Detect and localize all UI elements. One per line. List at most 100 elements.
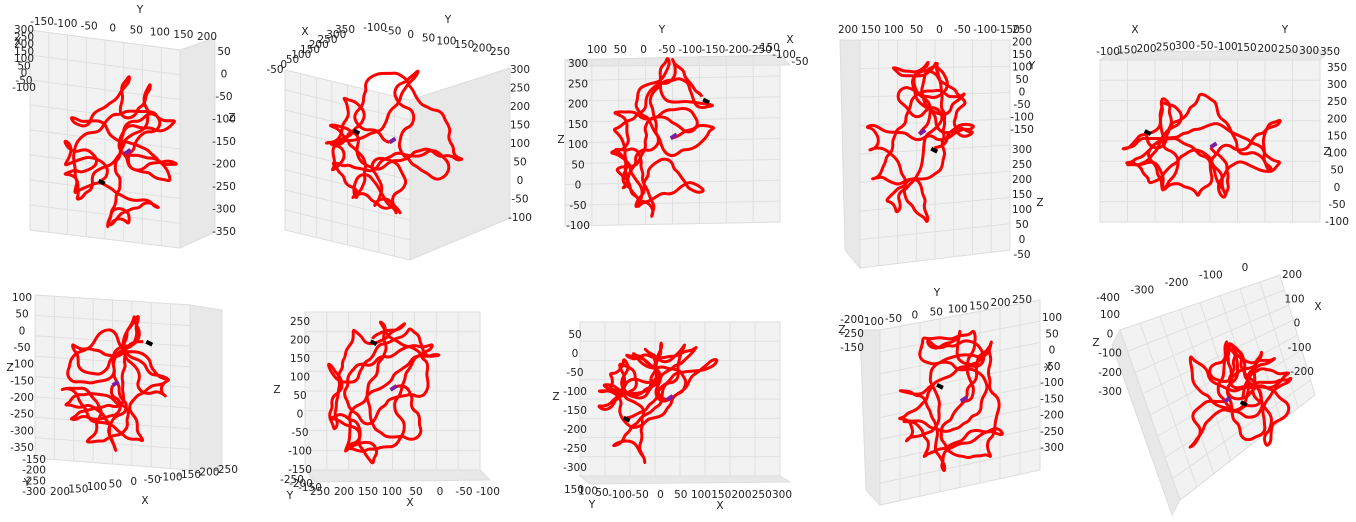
tick-label: 0 (437, 486, 444, 498)
tick-label: 150 (290, 353, 310, 365)
tick-label: 50 (571, 159, 584, 171)
tick-label: 100 (1012, 204, 1032, 216)
tick-label: 200 (290, 335, 310, 347)
tick-label: 200 (510, 101, 530, 113)
tick-label: -100 (508, 212, 532, 224)
pane-grid (879, 448, 1041, 484)
tick-label: -200 (725, 44, 749, 56)
tick-label: -50 (885, 313, 902, 325)
tick-label: -50 (455, 486, 472, 498)
axis-label: X (786, 34, 793, 46)
tick-label: -50 (566, 367, 583, 379)
tick-label: 150 (358, 486, 378, 498)
start-marker (918, 128, 927, 136)
tick-label: 0 (130, 476, 137, 488)
tick-label: 150 (711, 489, 731, 501)
tick-label: 50 (109, 479, 122, 491)
tick-label: -100 (1096, 46, 1120, 58)
tick-label: -100 (476, 486, 500, 498)
pane-side (1098, 49, 1332, 61)
axis-label: Y (658, 24, 666, 36)
tick-label: -50 (13, 342, 30, 354)
tick-label: -100 (363, 22, 387, 34)
axis-label: X (301, 26, 308, 38)
panel: 500-50-100-150-200-250-300Z15010050Y-100… (552, 321, 792, 512)
tick-label: 0 (575, 180, 582, 192)
tick-label: 350 (1320, 46, 1340, 58)
polymer-trace (597, 341, 719, 464)
tick-label: -100 (1040, 377, 1064, 389)
tick-label: 200 (731, 489, 751, 501)
tick-label: 50 (409, 486, 422, 498)
tick-label: -50 (632, 489, 649, 501)
tick-label: 300 (1299, 45, 1319, 57)
tick-label: -100 (1098, 348, 1122, 360)
pane-grid (284, 209, 411, 241)
tick-label: -50 (215, 91, 232, 103)
tick-label: -50 (266, 64, 283, 76)
tick-label: -200 (1165, 277, 1189, 289)
tick-label: -100 (1199, 270, 1223, 282)
tick-label: 250 (510, 83, 530, 95)
tick-label: 250 (310, 486, 330, 498)
tick-label: -100 (12, 82, 36, 94)
tick-label: 150 (1012, 189, 1032, 201)
tick-label: 100 (14, 53, 34, 65)
tick-label: -150 (1040, 393, 1064, 405)
axis-label: Z (557, 134, 564, 146)
tick-label: 100 (290, 372, 310, 384)
end-marker (145, 339, 154, 347)
tick-label: 100 (568, 139, 588, 151)
tick-label: 200 (309, 39, 329, 51)
tick-label: 150 (1012, 49, 1032, 61)
tick-label: 200 (1282, 269, 1302, 281)
tick-label: -150 (10, 375, 34, 387)
tick-label: 50 (595, 487, 608, 499)
tick-label: 100 (150, 27, 170, 39)
tick-label: 0 (1294, 318, 1301, 330)
tick-label: 0 (297, 409, 304, 421)
tick-label: 100 (884, 24, 904, 36)
tick-label: -300 (1040, 442, 1064, 454)
pane-grid (29, 204, 181, 224)
tick-label: 250 (1012, 159, 1032, 171)
tick-label: -100 (10, 359, 34, 371)
tick-label: 0 (936, 24, 943, 36)
pane-side (563, 54, 792, 67)
end-marker (936, 383, 944, 390)
tick-label: 200 (1327, 113, 1347, 125)
pane-grid (859, 223, 1011, 240)
tick-label: 50 (130, 25, 143, 37)
tick-label: -50 (511, 194, 528, 206)
tick-label: -100 (1288, 342, 1312, 354)
axis-label: Z (1323, 146, 1330, 158)
tick-label: 50 (293, 390, 306, 402)
tick-label: 250 (1156, 42, 1176, 54)
tick-label: 300 (14, 24, 34, 36)
tick-label: -150 (288, 464, 312, 476)
tick-label: -50 (1328, 199, 1345, 211)
tick-label: -150 (996, 24, 1020, 36)
tick-label: 200 (1012, 37, 1032, 49)
pane-grid (564, 179, 781, 185)
tick-label: 50 (17, 60, 30, 72)
axis-label: Y (286, 490, 294, 502)
tick-label: 50 (614, 44, 627, 56)
pane-grid (564, 200, 781, 206)
tick-label: 150 (1237, 42, 1257, 54)
tick-label: 150 (1117, 45, 1137, 57)
start-marker (665, 394, 674, 402)
tick-label: -50 (15, 75, 32, 87)
polymer-trace (898, 329, 1004, 473)
tick-label: 100 (578, 486, 598, 498)
start-marker (111, 379, 120, 388)
tick-label: 50 (1330, 165, 1343, 177)
tick-label: -300 (10, 425, 34, 437)
axis-label: Z (1092, 337, 1099, 349)
tick-label: -200 (289, 478, 313, 490)
tick-label: -200 (212, 159, 236, 171)
pane-side (839, 39, 861, 270)
tick-label: -100 (563, 386, 587, 398)
tick-label: 100 (948, 303, 968, 315)
